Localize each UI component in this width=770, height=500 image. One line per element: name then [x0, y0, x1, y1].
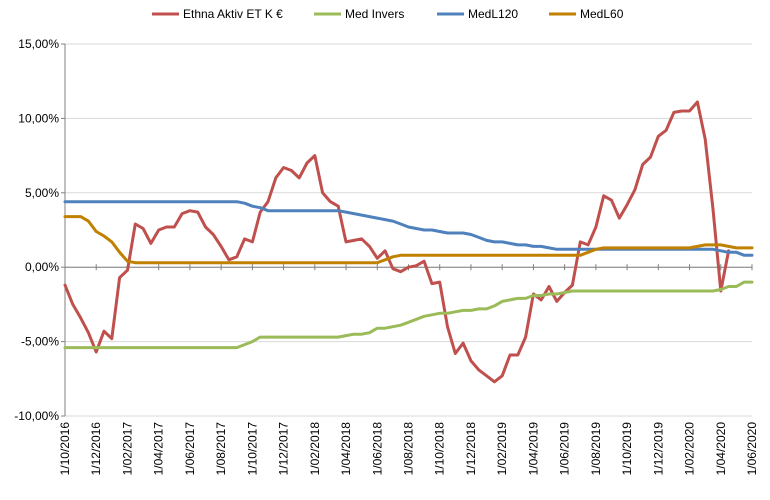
series [63, 100, 754, 384]
y-tick-label: -10,00% [14, 409, 59, 423]
x-tick-label: 1/04/2018 [339, 422, 353, 476]
y-tick-label: 15,00% [18, 37, 59, 51]
x-tick-label: 1/02/2020 [683, 422, 697, 476]
legend: Ethna Aktiv ET K € Med Invers MedL120 MedL6… [152, 7, 624, 21]
y-tick-label: -5,00% [21, 335, 59, 349]
legend-label-medl120: MedL120 [468, 7, 518, 21]
series-line-med-invers [63, 280, 754, 350]
x-tick-label: 1/02/2019 [495, 422, 509, 476]
x-tick-label: 1/10/2018 [433, 422, 447, 476]
x-tick-label: 1/04/2020 [714, 422, 728, 476]
x-tick-label: 1/06/2020 [745, 422, 759, 476]
legend-label-ethna-aktiv-et-k: Ethna Aktiv ET K € [183, 7, 283, 21]
x-tick-label: 1/04/2017 [152, 422, 166, 476]
x-tick-label: 1/04/2019 [526, 422, 540, 476]
legend-label-med-invers: Med Invers [345, 7, 404, 21]
x-tick-label: 1/08/2018 [402, 422, 416, 476]
x-tick-label: 1/10/2019 [620, 422, 634, 476]
legend-label-medl60: MedL60 [580, 7, 624, 21]
x-tick-label: 1/12/2018 [464, 422, 478, 476]
series-line-medl60 [63, 215, 754, 265]
x-tick-label: 1/06/2017 [183, 422, 197, 476]
y-tick-label: 0,00% [25, 260, 59, 274]
x-tick-label: 1/08/2019 [589, 422, 603, 476]
x-tick-label: 1/06/2018 [370, 422, 384, 476]
y-tick-label: 5,00% [25, 186, 59, 200]
x-tick-label: 1/06/2019 [558, 422, 572, 476]
x-tick-label: 1/02/2017 [120, 422, 134, 476]
x-tick-label: 1/08/2017 [214, 422, 228, 476]
x-tick-label: 1/10/2016 [58, 422, 72, 476]
gridlines [65, 43, 752, 417]
x-tick-label: 1/10/2017 [245, 422, 259, 476]
series-line-ethna-aktiv-et-k [63, 100, 731, 384]
x-tick-label: 1/02/2018 [308, 422, 322, 476]
y-tick-label: 10,00% [18, 111, 59, 125]
x-tick-label: 1/12/2019 [651, 422, 665, 476]
series-line-medl120 [63, 200, 754, 257]
axes: 15,00%10,00%5,00%0,00%-5,00%-10,00%1/10/… [14, 37, 759, 475]
x-tick-label: 1/12/2017 [277, 422, 291, 476]
x-tick-label: 1/12/2016 [89, 422, 103, 476]
